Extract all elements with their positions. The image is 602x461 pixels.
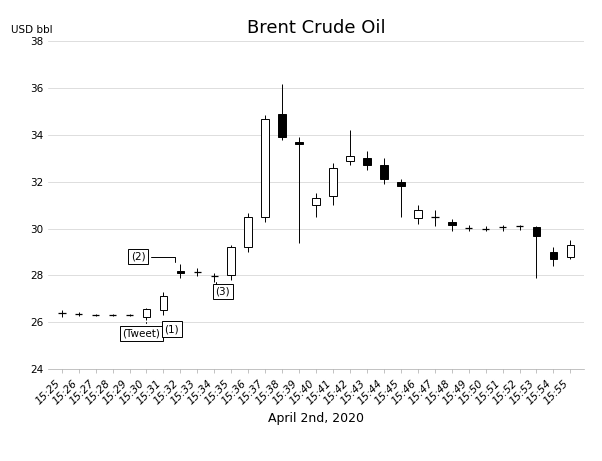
- Bar: [363, 159, 371, 165]
- Bar: [448, 221, 456, 225]
- Text: USD bbl: USD bbl: [11, 25, 52, 35]
- Bar: [566, 245, 574, 257]
- Bar: [329, 168, 337, 196]
- Bar: [278, 114, 286, 137]
- Text: (Tweet): (Tweet): [122, 323, 160, 339]
- Bar: [160, 296, 167, 310]
- Bar: [550, 252, 557, 259]
- Bar: [312, 198, 320, 205]
- Bar: [176, 271, 184, 273]
- X-axis label: April 2nd, 2020: April 2nd, 2020: [268, 412, 364, 425]
- Bar: [414, 210, 421, 218]
- Text: (1): (1): [164, 318, 179, 334]
- Bar: [261, 118, 269, 217]
- Bar: [295, 142, 303, 144]
- Bar: [346, 156, 354, 161]
- Bar: [143, 309, 150, 317]
- Bar: [397, 182, 405, 186]
- Bar: [380, 165, 388, 179]
- Bar: [533, 227, 540, 236]
- Text: (3): (3): [216, 282, 230, 296]
- Bar: [244, 217, 252, 247]
- Title: Brent Crude Oil: Brent Crude Oil: [247, 19, 385, 37]
- Text: (2): (2): [131, 252, 175, 262]
- Bar: [228, 247, 235, 275]
